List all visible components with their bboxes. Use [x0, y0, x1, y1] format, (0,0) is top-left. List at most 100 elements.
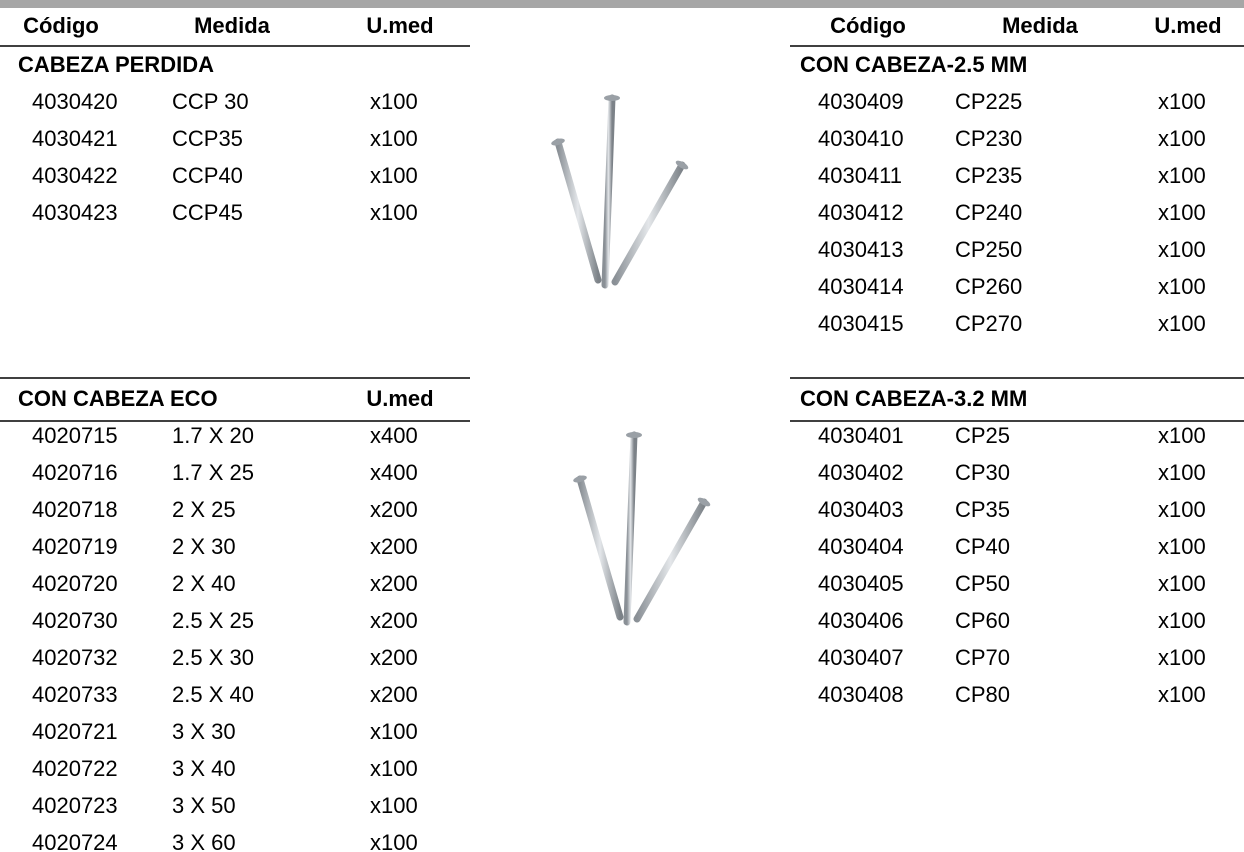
code: 4030401 — [818, 423, 904, 448]
code: 4030422 — [32, 163, 118, 188]
size: 1.7 X 20 — [172, 423, 254, 448]
code: 4030405 — [818, 571, 904, 596]
code: 4030409 — [818, 89, 904, 114]
code: 4030412 — [818, 200, 904, 225]
unit: x200 — [370, 497, 418, 522]
unit: x100 — [370, 126, 418, 151]
size: CP250 — [955, 237, 1022, 262]
code: 4020724 — [32, 830, 118, 852]
code: 4020718 — [32, 497, 118, 522]
column-header: Código — [23, 13, 99, 38]
size: 2.5 X 30 — [172, 645, 254, 670]
unit: x100 — [1158, 534, 1206, 559]
size: CP260 — [955, 274, 1022, 299]
code: 4030423 — [32, 200, 118, 225]
size: 3 X 40 — [172, 756, 236, 781]
section-title: CON CABEZA ECO — [18, 386, 218, 411]
code: 4030408 — [818, 682, 904, 707]
size: CP70 — [955, 645, 1010, 670]
size: CP40 — [955, 534, 1010, 559]
size: CP230 — [955, 126, 1022, 151]
size: CP35 — [955, 497, 1010, 522]
size: 2 X 25 — [172, 497, 236, 522]
unit: x100 — [370, 793, 418, 818]
unit: x100 — [1158, 126, 1206, 151]
column-header: U.med — [366, 386, 433, 411]
unit: x100 — [1158, 645, 1206, 670]
code: 4020719 — [32, 534, 118, 559]
code: 4020721 — [32, 719, 118, 744]
unit: x100 — [370, 830, 418, 852]
unit: x100 — [1158, 497, 1206, 522]
unit: x100 — [1158, 200, 1206, 225]
size: CP60 — [955, 608, 1010, 633]
size: CP25 — [955, 423, 1010, 448]
unit: x400 — [370, 423, 418, 448]
size: 2 X 40 — [172, 571, 236, 596]
code: 4020720 — [32, 571, 118, 596]
size: CCP35 — [172, 126, 243, 151]
unit: x100 — [1158, 608, 1206, 633]
code: 4030411 — [818, 163, 902, 188]
unit: x100 — [1158, 423, 1206, 448]
code: 4030414 — [818, 274, 904, 299]
unit: x200 — [370, 534, 418, 559]
size: CP225 — [955, 89, 1022, 114]
size: 2 X 30 — [172, 534, 236, 559]
section-title: CABEZA PERDIDA — [18, 52, 214, 77]
unit: x100 — [1158, 274, 1206, 299]
section-title: CON CABEZA-2.5 MM — [800, 52, 1027, 77]
size: CCP45 — [172, 200, 243, 225]
code: 4020733 — [32, 682, 118, 707]
unit: x100 — [370, 89, 418, 114]
code: 4020715 — [32, 423, 118, 448]
code: 4030421 — [32, 126, 118, 151]
size: CP235 — [955, 163, 1022, 188]
size: CCP40 — [172, 163, 243, 188]
nails-image — [573, 431, 711, 626]
size: CP50 — [955, 571, 1010, 596]
size: CCP 30 — [172, 89, 249, 114]
unit: x100 — [1158, 682, 1206, 707]
code: 4020732 — [32, 645, 118, 670]
unit: x200 — [370, 608, 418, 633]
size: 3 X 50 — [172, 793, 236, 818]
nails-image — [551, 94, 689, 289]
unit: x100 — [1158, 311, 1206, 336]
column-header: U.med — [366, 13, 433, 38]
unit: x100 — [1158, 89, 1206, 114]
column-header: Medida — [194, 13, 271, 38]
unit: x100 — [1158, 163, 1206, 188]
unit: x100 — [1158, 237, 1206, 262]
column-header: U.med — [1154, 13, 1221, 38]
code: 4030407 — [818, 645, 904, 670]
code: 4020722 — [32, 756, 118, 781]
unit: x200 — [370, 682, 418, 707]
size: CP270 — [955, 311, 1022, 336]
code: 4030402 — [818, 460, 904, 485]
unit: x100 — [370, 719, 418, 744]
code: 4030404 — [818, 534, 904, 559]
size: 1.7 X 25 — [172, 460, 254, 485]
unit: x200 — [370, 571, 418, 596]
unit: x200 — [370, 645, 418, 670]
top-bar — [0, 0, 1244, 8]
unit: x100 — [370, 756, 418, 781]
size: CP30 — [955, 460, 1010, 485]
code: 4030420 — [32, 89, 118, 114]
column-header: Medida — [1002, 13, 1079, 38]
size: CP240 — [955, 200, 1022, 225]
size: 2.5 X 40 — [172, 682, 254, 707]
unit: x100 — [370, 163, 418, 188]
column-header: Código — [830, 13, 906, 38]
code: 4030413 — [818, 237, 904, 262]
size: 2.5 X 25 — [172, 608, 254, 633]
code: 4020723 — [32, 793, 118, 818]
unit: x100 — [370, 200, 418, 225]
code: 4020730 — [32, 608, 118, 633]
unit: x100 — [1158, 460, 1206, 485]
code: 4030406 — [818, 608, 904, 633]
unit: x400 — [370, 460, 418, 485]
code: 4030403 — [818, 497, 904, 522]
